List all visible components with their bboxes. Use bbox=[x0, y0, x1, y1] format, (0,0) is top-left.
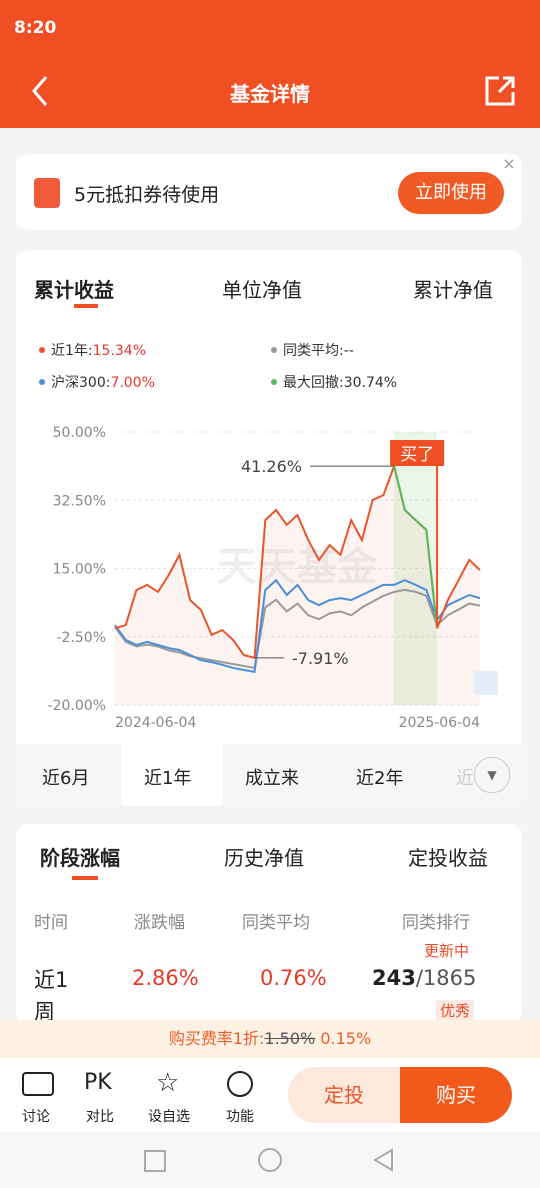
share-button[interactable] bbox=[483, 74, 517, 108]
series-line bbox=[114, 588, 481, 670]
legend-name: 最大回撤: bbox=[283, 375, 344, 391]
tab-indicator bbox=[74, 304, 98, 308]
chart-tab[interactable]: 累计收益 bbox=[34, 278, 114, 302]
period-tab[interactable]: 近1年 bbox=[144, 768, 192, 789]
fee-label: 购买费率1折: bbox=[168, 1029, 265, 1048]
status: 更新中 bbox=[424, 942, 470, 960]
annotation: 41.26% bbox=[241, 457, 302, 476]
header: 8:20 基金详情 bbox=[0, 0, 540, 128]
rank-value: 243 bbox=[372, 966, 416, 990]
legend-dot bbox=[271, 347, 277, 353]
bottom-bar: 讨论 PK 对比 ☆ 设自选 功能 定投 购买 bbox=[0, 1058, 540, 1132]
legend-name: 沪深300: bbox=[51, 375, 110, 391]
rank-total: /1865 bbox=[415, 966, 477, 990]
coupon-button[interactable]: 立即使用 bbox=[398, 172, 504, 214]
fee-original: 1.50% bbox=[264, 1029, 316, 1048]
pk-icon: PK bbox=[84, 1070, 112, 1095]
chart-tab[interactable]: 单位净值 bbox=[222, 278, 302, 302]
legend-dot bbox=[271, 379, 277, 385]
stage-tab[interactable]: 历史净值 bbox=[224, 846, 304, 870]
header-title: 基金详情 bbox=[230, 82, 310, 106]
coupon-text: 5元抵扣券待使用 bbox=[74, 184, 220, 206]
legend-value: -- bbox=[344, 343, 354, 359]
legend-name: 近1年: bbox=[51, 343, 93, 359]
period-active-bg bbox=[121, 744, 223, 806]
legend-value: 30.74% bbox=[344, 375, 397, 391]
legend-label: 近1年:15.34% bbox=[51, 343, 146, 359]
watermark: 天天基金 bbox=[217, 544, 378, 590]
close-button[interactable]: × bbox=[502, 154, 516, 173]
y-tick-label: 32.50% bbox=[53, 493, 106, 509]
column-header: 同类排行 bbox=[402, 913, 470, 933]
period: 近1周 bbox=[34, 968, 69, 1024]
y-tick-label: 50.00% bbox=[53, 425, 106, 441]
icon-label[interactable]: 对比 bbox=[86, 1109, 114, 1125]
series-line bbox=[114, 578, 481, 674]
stage-tab[interactable]: 定投收益 bbox=[408, 846, 488, 870]
legend-label: 沪深300:7.00% bbox=[51, 375, 155, 391]
legend-label: 最大回撤:30.74% bbox=[283, 375, 397, 391]
expand-button[interactable] bbox=[474, 671, 498, 695]
fee-bar: 购买费率1折:1.50% 0.15% bbox=[0, 1020, 540, 1058]
nav-home[interactable] bbox=[258, 1148, 282, 1172]
legend-label: 同类平均:-- bbox=[283, 343, 354, 359]
icon-label[interactable]: 功能 bbox=[226, 1109, 254, 1125]
y-tick-label: -20.00% bbox=[48, 698, 106, 714]
drawdown-line bbox=[393, 465, 439, 629]
period-tab[interactable]: 近2年 bbox=[356, 768, 404, 789]
secondary-button[interactable]: 定投 bbox=[288, 1067, 400, 1123]
annotation: -7.91% bbox=[292, 649, 349, 668]
stage-card: 阶段涨幅 历史净值 定投收益 时间 涨跌幅 同类平均 同类排行 更新中 近1周 … bbox=[16, 824, 522, 1024]
status-time: 8:20 bbox=[14, 18, 57, 38]
nav-back[interactable] bbox=[372, 1148, 396, 1172]
nav-recent[interactable] bbox=[144, 1150, 166, 1172]
y-tick-label: -2.50% bbox=[56, 630, 106, 646]
stage-tab[interactable]: 阶段涨幅 bbox=[40, 846, 120, 870]
period-tab[interactable]: 成立来 bbox=[245, 768, 299, 789]
column-header: 同类平均 bbox=[242, 913, 310, 933]
chart-tab[interactable]: 累计净值 bbox=[413, 278, 493, 302]
coupon-icon bbox=[34, 178, 60, 208]
primary-button[interactable]: 购买 bbox=[400, 1067, 512, 1123]
legend-dot bbox=[39, 347, 45, 353]
coupon-card: 5元抵扣券待使用 立即使用 × bbox=[16, 154, 522, 230]
column-header: 涨跌幅 bbox=[134, 913, 185, 933]
period-tab[interactable]: 近 bbox=[456, 768, 474, 789]
rank: 243/1865 bbox=[372, 966, 476, 990]
buy-box bbox=[390, 440, 445, 466]
column-header: 时间 bbox=[34, 913, 68, 933]
x-tick-label: 2024-06-04 bbox=[115, 715, 196, 731]
legend-name: 同类平均: bbox=[283, 343, 344, 359]
more-button[interactable]: ▼ bbox=[474, 757, 510, 793]
back-button[interactable] bbox=[28, 74, 52, 108]
legend-value: 15.34% bbox=[93, 343, 146, 359]
change: 2.86% bbox=[132, 966, 199, 990]
legend-dot bbox=[39, 379, 45, 385]
star-icon: ☆ bbox=[156, 1068, 180, 1098]
legend-value: 7.00% bbox=[110, 375, 154, 391]
average: 0.76% bbox=[260, 966, 327, 990]
badge: 优秀 bbox=[436, 1000, 475, 1021]
period-tab[interactable]: 近6月 bbox=[42, 768, 90, 789]
buy-label: 买了 bbox=[400, 445, 434, 465]
icon-label[interactable]: 讨论 bbox=[22, 1109, 50, 1125]
x-tick-label: 2025-06-04 bbox=[399, 715, 480, 731]
tab-indicator bbox=[72, 876, 98, 880]
discuss-icon bbox=[22, 1072, 54, 1096]
y-tick-label: 15.00% bbox=[53, 562, 106, 578]
fee-discounted: 0.15% bbox=[320, 1029, 372, 1048]
period-tabs: 近6月 近1年 成立来 近2年 近 ▼ bbox=[16, 744, 522, 806]
nav-bar bbox=[0, 1132, 540, 1188]
icon-label[interactable]: 设自选 bbox=[148, 1109, 190, 1125]
more-icon bbox=[227, 1071, 253, 1097]
